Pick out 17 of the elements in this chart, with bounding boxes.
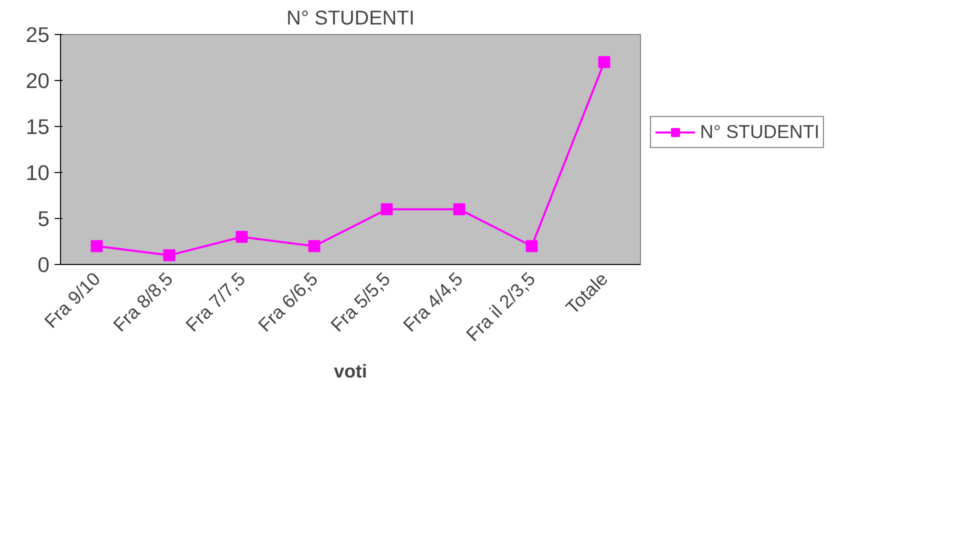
point bbox=[598, 56, 610, 68]
chart-title: N° STUDENTI bbox=[286, 8, 414, 30]
y-tick-label: 10 bbox=[26, 161, 50, 185]
y-tick-label: 0 bbox=[38, 253, 50, 277]
y-tick-label: 5 bbox=[38, 207, 50, 231]
point bbox=[308, 240, 320, 252]
point bbox=[380, 203, 393, 216]
point bbox=[90, 240, 103, 252]
y-tick-label: 15 bbox=[26, 115, 50, 139]
point bbox=[163, 249, 176, 262]
y-tick-label: 25 bbox=[26, 23, 50, 47]
point bbox=[453, 203, 466, 216]
point bbox=[526, 240, 538, 252]
x-axis-title: voti bbox=[334, 360, 368, 382]
legend-label: N° STUDENTI bbox=[700, 121, 820, 143]
point bbox=[236, 230, 248, 243]
y-tick-label: 20 bbox=[26, 69, 50, 93]
